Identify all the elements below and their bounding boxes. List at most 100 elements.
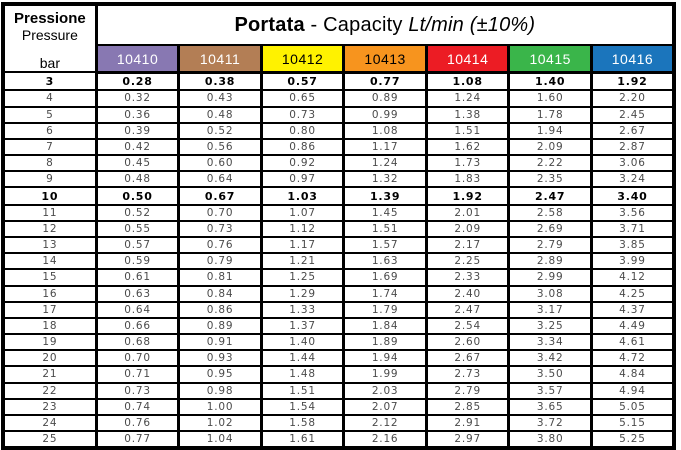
capacity-cell: 5.15 [589,413,676,433]
capacity-cell: 0.79 [177,252,263,271]
capacity-cell: 0.65 [259,89,346,108]
capacity-cell: 2.89 [507,252,593,271]
capacity-cell: 0.70 [177,203,263,222]
table-row: 23 0.74 1.00 1.54 2.07 2.85 3.65 5.05 [1,397,676,416]
capacity-cell: 0.28 [94,71,181,92]
capacity-cell: 2.45 [589,105,676,124]
capacity-cell: 1.45 [342,203,428,222]
capacity-cell: 0.81 [177,268,263,287]
capacity-cell: 4.25 [589,284,676,303]
capacity-cell: 1.79 [342,300,428,319]
pressure-cell: 19 [1,333,98,352]
capacity-cell: 2.99 [507,268,593,287]
capacity-cell: 0.97 [259,170,346,189]
capacity-cell: 1.04 [177,430,263,450]
pressure-cell: 18 [1,316,98,336]
pressure-cell: 20 [1,349,98,368]
capacity-cell: 1.24 [342,154,428,173]
model-column-header: 10416 [589,44,676,74]
capacity-cell: 2.17 [424,236,511,255]
capacity-cell: 3.57 [507,381,593,400]
capacity-cell: 4.72 [589,349,676,368]
table-row: 14 0.59 0.79 1.21 1.63 2.25 2.89 3.99 [1,252,676,271]
capacity-cell: 0.55 [94,219,181,239]
pressure-header-english: Pressure [21,27,78,44]
capacity-cell: 3.42 [507,349,593,368]
pressure-cell: 17 [1,300,98,319]
model-column-header: 10414 [424,44,511,74]
capacity-cell: 2.79 [507,236,593,255]
capacity-cell: 3.08 [507,284,593,303]
pressure-header: Pressione Pressure bar [1,2,98,74]
capacity-cell: 1.00 [177,397,263,416]
capacity-cell: 1.40 [507,71,593,92]
capacity-cell: 2.67 [589,121,676,140]
capacity-cell: 0.80 [259,121,346,140]
pressure-cell: 25 [1,430,98,450]
capacity-cell: 1.60 [507,89,593,108]
capacity-cell: 0.92 [259,154,346,173]
capacity-cell: 0.36 [94,105,181,124]
capacity-cell: 0.60 [177,154,263,173]
capacity-cell: 1.89 [342,333,428,352]
capacity-cell: 3.85 [589,236,676,255]
capacity-cell: 1.07 [259,203,346,222]
model-column-header: 10415 [507,44,593,74]
capacity-title: Portata - Capacity Lt/min (±10%) [94,2,676,47]
capacity-cell: 1.44 [259,349,346,368]
pressure-cell: 8 [1,154,98,173]
capacity-title-mid: - Capacity [304,13,409,36]
capacity-cell: 1.02 [177,413,263,433]
capacity-cell: 1.61 [259,430,346,450]
table-row: 15 0.61 0.81 1.25 1.69 2.33 2.99 4.12 [1,268,676,287]
capacity-cell: 1.40 [259,333,346,352]
capacity-cell: 2.79 [424,381,511,400]
capacity-cell: 0.38 [177,71,263,92]
capacity-cell: 0.89 [342,89,428,108]
capacity-cell: 4.84 [589,365,676,384]
pressure-cell: 22 [1,381,98,400]
capacity-title-bold: Portata [234,13,305,36]
table-row: 6 0.39 0.52 0.80 1.08 1.51 1.94 2.67 [1,121,676,140]
model-header-row: 10410 10411 10412 10413 10414 10415 10416 [3,44,676,74]
capacity-cell: 1.57 [342,236,428,255]
capacity-cell: 1.92 [589,71,676,92]
capacity-cell: 1.32 [342,170,428,189]
capacity-cell: 1.48 [259,365,346,384]
table-row: 22 0.73 0.98 1.51 2.03 2.79 3.57 4.94 [1,381,676,400]
capacity-cell: 0.70 [94,349,181,368]
capacity-cell: 0.67 [177,186,263,206]
capacity-cell: 0.86 [259,137,346,157]
table-row: 25 0.77 1.04 1.61 2.16 2.97 3.80 5.25 [1,430,676,450]
capacity-cell: 0.76 [94,413,181,433]
capacity-cell: 0.64 [94,300,181,319]
pressure-cell: 7 [1,137,98,157]
capacity-cell: 3.50 [507,365,593,384]
pressure-cell: 5 [1,105,98,124]
capacity-cell: 1.37 [259,316,346,336]
pressure-cell: 11 [1,203,98,222]
capacity-cell: 3.80 [507,430,593,450]
capacity-cell: 2.97 [424,430,511,450]
capacity-cell: 2.09 [507,137,593,157]
capacity-cell: 0.61 [94,268,181,287]
capacity-cell: 2.35 [507,170,593,189]
capacity-cell: 0.32 [94,89,181,108]
table-row: 12 0.55 0.73 1.12 1.51 2.09 2.69 3.71 [1,219,676,239]
capacity-cell: 0.95 [177,365,263,384]
capacity-cell: 4.12 [589,268,676,287]
pressure-cell: 13 [1,236,98,255]
capacity-cell: 2.40 [424,284,511,303]
capacity-cell: 1.25 [259,268,346,287]
capacity-cell: 0.76 [177,236,263,255]
capacity-cell: 0.73 [177,219,263,239]
capacity-cell: 0.74 [94,397,181,416]
pressure-cell: 16 [1,284,98,303]
title-row: Pressione Pressure bar Portata - Capacit… [1,2,676,74]
capacity-cell: 1.21 [259,252,346,271]
capacity-cell: 0.89 [177,316,263,336]
capacity-cell: 0.71 [94,365,181,384]
capacity-cell: 0.77 [94,430,181,450]
